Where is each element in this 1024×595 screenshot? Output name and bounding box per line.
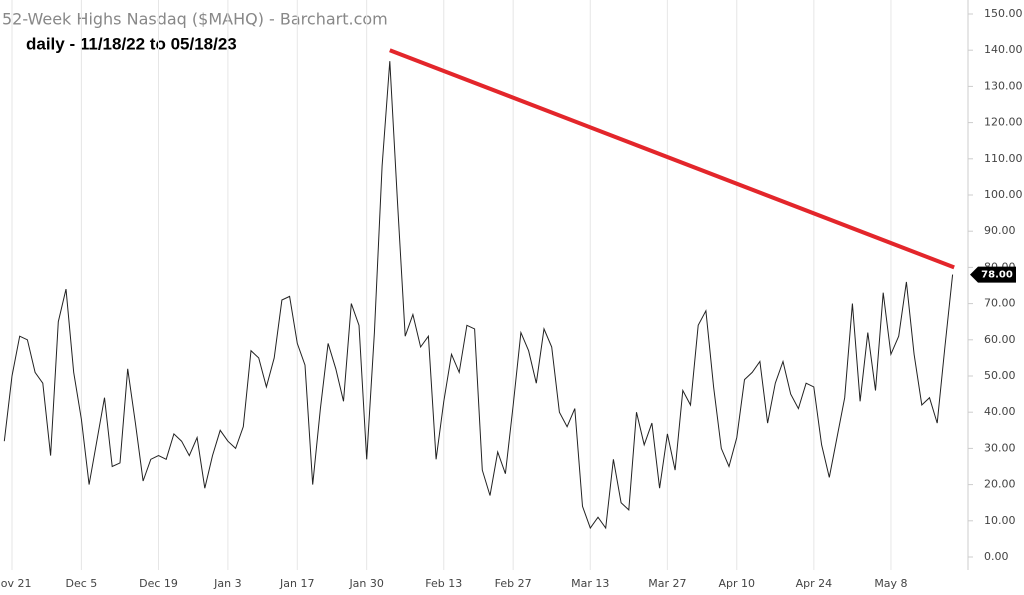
y-tick-label: 0.00 <box>984 550 1009 563</box>
y-tick-label: 140.00 <box>984 43 1023 56</box>
y-tick-label: 100.00 <box>984 188 1023 201</box>
x-tick-label: Nov 21 <box>0 577 31 590</box>
y-tick-label: 70.00 <box>984 297 1016 310</box>
y-tick-label: 10.00 <box>984 514 1016 527</box>
x-tick-label: Mar 13 <box>571 577 609 590</box>
y-tick-label: 20.00 <box>984 478 1016 491</box>
y-tick-label: 60.00 <box>984 333 1016 346</box>
x-tick-label: Jan 17 <box>279 577 314 590</box>
y-tick-label: 150.00 <box>984 7 1023 20</box>
x-tick-label: Feb 27 <box>495 577 532 590</box>
x-tick-label: Jan 3 <box>213 577 241 590</box>
x-tick-label: Dec 5 <box>66 577 98 590</box>
value-badge <box>970 266 1016 283</box>
chart-title: 52-Week Highs Nasdaq ($MAHQ) - Barchart.… <box>2 10 388 29</box>
annotation: daily - 11/18/22 to 05/18/23 <box>26 34 237 53</box>
x-tick-label: Dec 19 <box>139 577 178 590</box>
x-tick-label: Mar 27 <box>648 577 686 590</box>
y-tick-label: 50.00 <box>984 369 1016 382</box>
y-tick-label: 120.00 <box>984 116 1023 129</box>
x-tick-label: May 8 <box>874 577 907 590</box>
value-label: 78.00 <box>981 270 1013 281</box>
y-tick-label: 30.00 <box>984 441 1016 454</box>
data-line <box>3 61 954 530</box>
y-tick-label: 40.00 <box>984 405 1016 418</box>
x-tick-label: Apr 10 <box>718 577 755 590</box>
y-tick-label: 90.00 <box>984 224 1016 237</box>
x-tick-label: Apr 24 <box>796 577 833 590</box>
y-tick-label: 130.00 <box>984 79 1023 92</box>
x-tick-label: Jan 30 <box>348 577 383 590</box>
y-tick-label: 110.00 <box>984 152 1023 165</box>
x-tick-label: Feb 13 <box>425 577 462 590</box>
trendline <box>389 48 955 270</box>
